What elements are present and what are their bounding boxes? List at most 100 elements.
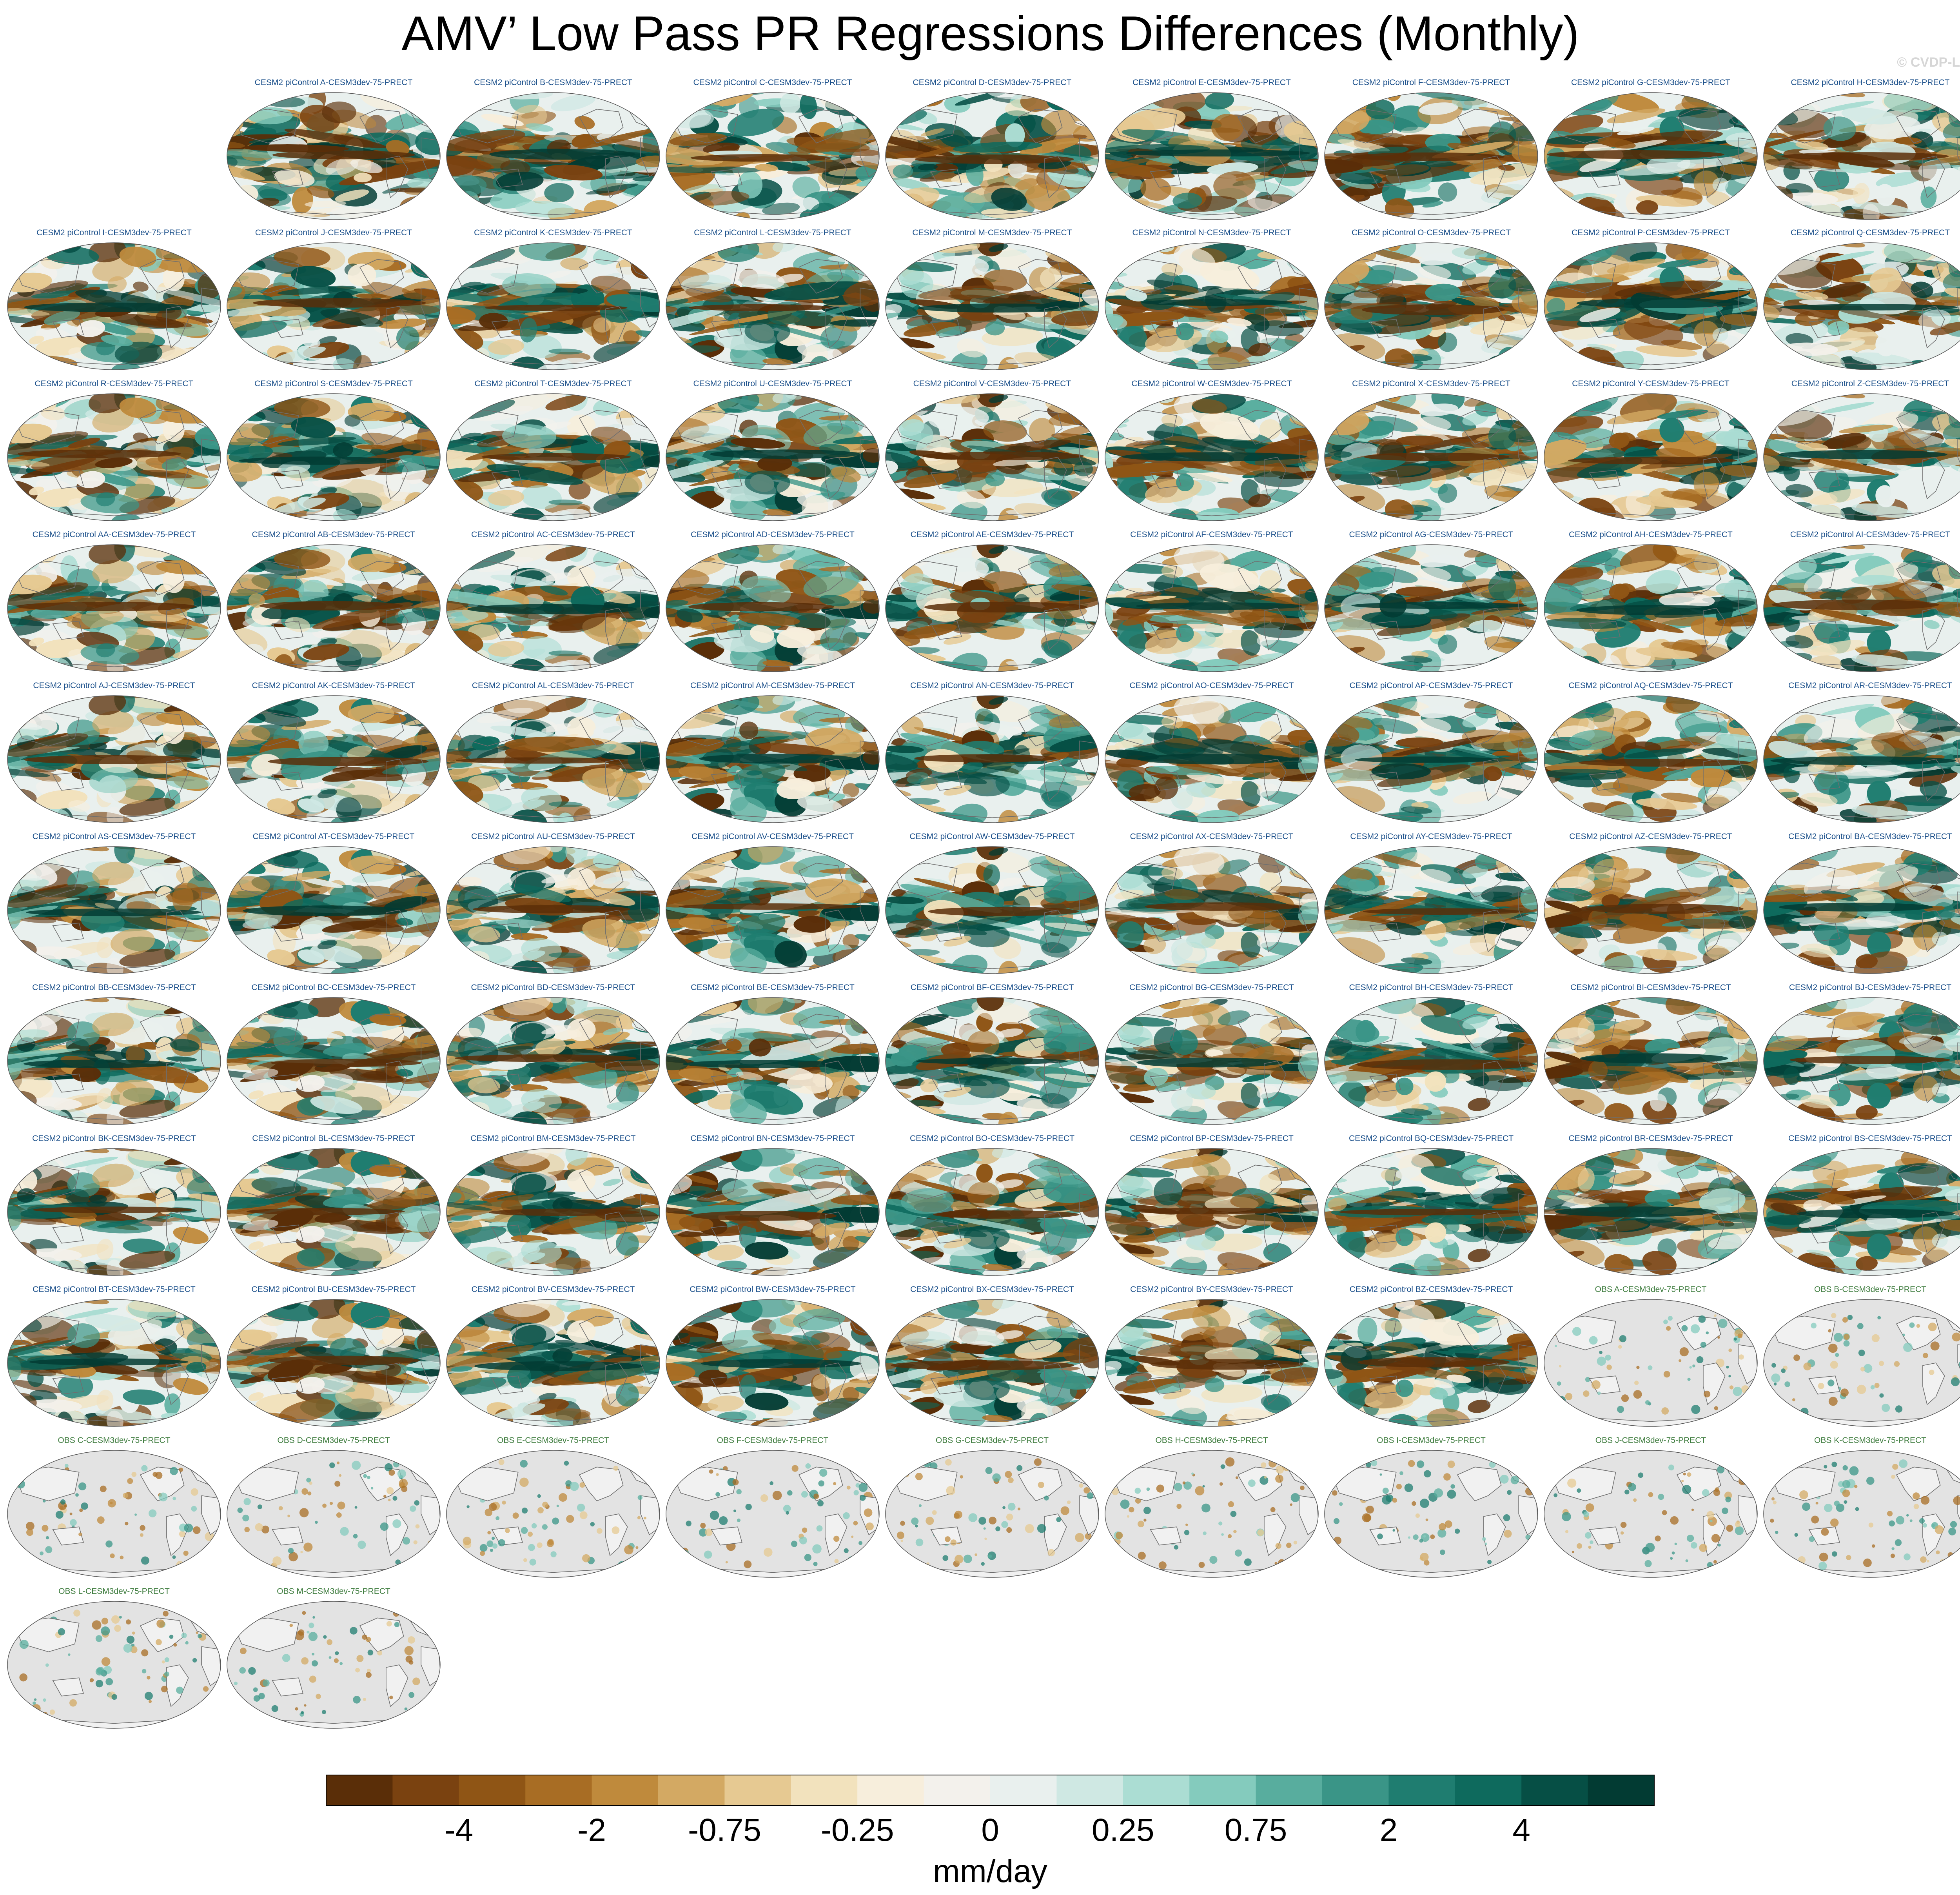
map-panel-ens-B: CESM2 piControl B-CESM3dev-75-PRECT — [444, 76, 662, 221]
robinson-map — [666, 1299, 880, 1427]
panel-title: CESM2 piControl BK-CESM3dev-75-PRECT — [32, 1134, 196, 1143]
panel-title: CESM2 piControl AD-CESM3dev-75-PRECT — [691, 530, 855, 539]
map-panel-ens-AC: CESM2 piControl AC-CESM3dev-75-PRECT — [444, 528, 662, 673]
colorbar-bin — [1056, 1775, 1123, 1806]
map-panel-ens-P: CESM2 piControl P-CESM3dev-75-PRECT — [1541, 226, 1760, 371]
map-field — [227, 93, 440, 220]
colorbar-bin — [791, 1775, 858, 1806]
panel-title: OBS I-CESM3dev-75-PRECT — [1377, 1436, 1486, 1445]
map-panel-ens-BG: CESM2 piControl BG-CESM3dev-75-PRECT — [1102, 981, 1321, 1126]
panel-title: CESM2 piControl N-CESM3dev-75-PRECT — [1132, 228, 1291, 237]
map-field — [1105, 1450, 1318, 1577]
map-field — [1105, 243, 1318, 370]
robinson-map — [446, 846, 660, 974]
panel-title: CESM2 piControl AH-CESM3dev-75-PRECT — [1569, 530, 1733, 539]
robinson-map — [1324, 695, 1538, 823]
panel-title: CESM2 piControl BJ-CESM3dev-75-PRECT — [1789, 983, 1952, 992]
map-panel-ens-BX: CESM2 piControl BX-CESM3dev-75-PRECT — [883, 1283, 1102, 1428]
map-panel-ens-BM: CESM2 piControl BM-CESM3dev-75-PRECT — [444, 1132, 662, 1277]
robinson-map — [7, 846, 221, 974]
map-panel-obs-L: OBS L-CESM3dev-75-PRECT — [5, 1585, 223, 1730]
map-panel-ens-AB: CESM2 piControl AB-CESM3dev-75-PRECT — [224, 528, 443, 673]
panel-title: OBS K-CESM3dev-75-PRECT — [1814, 1436, 1926, 1445]
map-panel-obs-K: OBS K-CESM3dev-75-PRECT — [1761, 1434, 1960, 1579]
map-field — [227, 1450, 440, 1577]
robinson-map — [1324, 1450, 1538, 1578]
map-panel-obs-E: OBS E-CESM3dev-75-PRECT — [444, 1434, 662, 1579]
figure-title: AMV’ Low Pass PR Regressions Differences… — [401, 7, 1579, 61]
panel-title: CESM2 piControl Y-CESM3dev-75-PRECT — [1572, 379, 1730, 388]
map-panel-obs-J: OBS J-CESM3dev-75-PRECT — [1541, 1434, 1760, 1579]
map-panel-ens-AT: CESM2 piControl AT-CESM3dev-75-PRECT — [224, 830, 443, 975]
panel-title: CESM2 piControl AV-CESM3dev-75-PRECT — [691, 832, 854, 841]
panel-title: CESM2 piControl BU-CESM3dev-75-PRECT — [251, 1285, 416, 1294]
map-panel-ens-AS: CESM2 piControl AS-CESM3dev-75-PRECT — [5, 830, 223, 975]
panel-title: CESM2 piControl BR-CESM3dev-75-PRECT — [1568, 1134, 1733, 1143]
panel-title: CESM2 piControl BL-CESM3dev-75-PRECT — [252, 1134, 415, 1143]
map-field — [1764, 1148, 1960, 1275]
panel-title: CESM2 piControl AS-CESM3dev-75-PRECT — [32, 832, 196, 841]
map-field — [1325, 696, 1538, 823]
colorbar-bin — [326, 1775, 393, 1806]
map-panel-ens-J: CESM2 piControl J-CESM3dev-75-PRECT — [224, 226, 443, 371]
panel-title: CESM2 piControl AC-CESM3dev-75-PRECT — [471, 530, 635, 539]
map-panel-obs-G: OBS G-CESM3dev-75-PRECT — [883, 1434, 1102, 1579]
robinson-map — [1544, 695, 1758, 823]
map-panel-ens-W: CESM2 piControl W-CESM3dev-75-PRECT — [1102, 377, 1321, 522]
panel-title: CESM2 piControl AR-CESM3dev-75-PRECT — [1788, 681, 1952, 690]
panel-title: CESM2 piControl A-CESM3dev-75-PRECT — [254, 78, 413, 87]
map-panel-ens-AG: CESM2 piControl AG-CESM3dev-75-PRECT — [1322, 528, 1541, 673]
colorbar-tick-label: -0.25 — [821, 1812, 894, 1848]
colorbar-bin — [1322, 1775, 1389, 1806]
robinson-map — [227, 242, 441, 370]
robinson-map — [1544, 1299, 1758, 1427]
robinson-map — [1544, 393, 1758, 521]
map-field — [1544, 1299, 1757, 1426]
colorbar-tick-label: 4 — [1512, 1812, 1530, 1848]
panel-title: CESM2 piControl BX-CESM3dev-75-PRECT — [910, 1285, 1074, 1294]
robinson-map — [1763, 242, 1960, 370]
robinson-map — [666, 393, 880, 521]
map-panel-ens-D: CESM2 piControl D-CESM3dev-75-PRECT — [883, 76, 1102, 221]
map-panel-obs-F: OBS F-CESM3dev-75-PRECT — [663, 1434, 882, 1579]
robinson-map — [1763, 997, 1960, 1125]
panel-title: CESM2 piControl F-CESM3dev-75-PRECT — [1352, 78, 1510, 87]
robinson-map — [666, 92, 880, 220]
panel-title: CESM2 piControl BN-CESM3dev-75-PRECT — [690, 1134, 855, 1143]
map-panel-ens-BN: CESM2 piControl BN-CESM3dev-75-PRECT — [663, 1132, 882, 1277]
robinson-map — [446, 1299, 660, 1427]
panel-title: CESM2 piControl AX-CESM3dev-75-PRECT — [1130, 832, 1294, 841]
robinson-map — [885, 695, 1099, 823]
robinson-map — [1324, 393, 1538, 521]
colorbar-bin — [1521, 1775, 1588, 1806]
panel-title: CESM2 piControl I-CESM3dev-75-PRECT — [36, 228, 192, 237]
map-panel-ens-BU: CESM2 piControl BU-CESM3dev-75-PRECT — [224, 1283, 443, 1428]
robinson-map — [1324, 1148, 1538, 1276]
panel-title: CESM2 piControl E-CESM3dev-75-PRECT — [1132, 78, 1291, 87]
map-panel-ens-AN: CESM2 piControl AN-CESM3dev-75-PRECT — [883, 679, 1102, 824]
map-panel-obs-B: OBS B-CESM3dev-75-PRECT — [1761, 1283, 1960, 1428]
map-panel-ens-BS: CESM2 piControl BS-CESM3dev-75-PRECT — [1761, 1132, 1960, 1277]
panel-title: CESM2 piControl AO-CESM3dev-75-PRECT — [1129, 681, 1294, 690]
colorbar-bin — [1189, 1775, 1256, 1806]
robinson-map — [885, 92, 1099, 220]
panel-title: CESM2 piControl BS-CESM3dev-75-PRECT — [1788, 1134, 1952, 1143]
robinson-map — [1544, 242, 1758, 370]
panel-title: OBS D-CESM3dev-75-PRECT — [277, 1436, 390, 1445]
robinson-map — [1544, 846, 1758, 974]
panel-title: CESM2 piControl S-CESM3dev-75-PRECT — [254, 379, 413, 388]
robinson-map — [666, 846, 880, 974]
robinson-map — [1763, 695, 1960, 823]
colorbar-bin — [459, 1775, 526, 1806]
panel-title: CESM2 piControl AK-CESM3dev-75-PRECT — [252, 681, 416, 690]
panel-title: CESM2 piControl BG-CESM3dev-75-PRECT — [1129, 983, 1294, 992]
panel-title: OBS F-CESM3dev-75-PRECT — [717, 1436, 829, 1445]
panel-title: CESM2 piControl BY-CESM3dev-75-PRECT — [1130, 1285, 1293, 1294]
map-panel-ens-E: CESM2 piControl E-CESM3dev-75-PRECT — [1102, 76, 1321, 221]
robinson-map — [666, 1148, 880, 1276]
panel-title: CESM2 piControl BM-CESM3dev-75-PRECT — [470, 1134, 636, 1143]
map-field — [666, 1450, 879, 1577]
robinson-map — [1105, 695, 1319, 823]
map-panel-ens-BY: CESM2 piControl BY-CESM3dev-75-PRECT — [1102, 1283, 1321, 1428]
